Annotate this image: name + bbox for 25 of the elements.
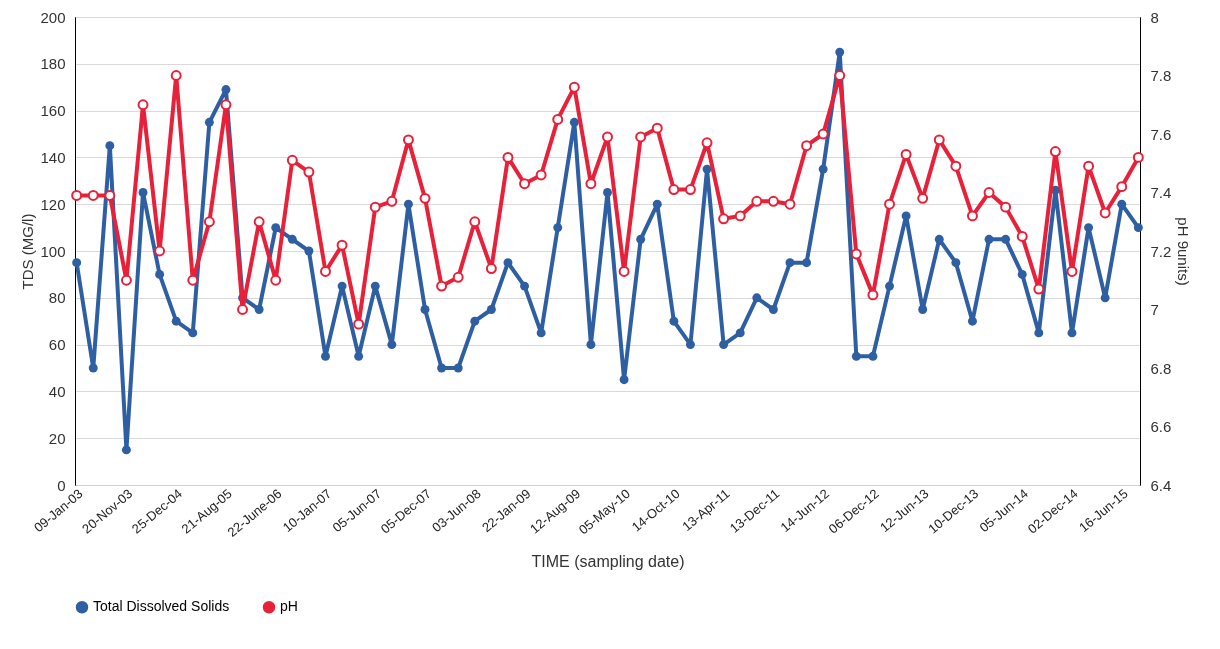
y2-tick-label: 6.6 — [1150, 418, 1172, 435]
y-tick-label: 200 — [40, 8, 66, 26]
y2-tick-label: 7.6 — [1150, 125, 1172, 143]
y-tick-label: 60 — [48, 336, 66, 354]
y-tick-label: 140 — [40, 148, 66, 166]
y2-tick-label: 8 — [1150, 8, 1159, 26]
y2-tick-label: 6.8 — [1150, 359, 1172, 377]
y-axis-title: TDS (MG/l) — [19, 213, 37, 290]
y2-tick-label: 7.8 — [1150, 67, 1172, 84]
legend-label: Total Dissolved Solids — [93, 598, 230, 615]
y-tick-label: 40 — [48, 382, 66, 400]
y2-tick-label: 7.2 — [1150, 242, 1172, 260]
y-tick-label: 0 — [57, 476, 66, 494]
y-tick-label: 180 — [40, 55, 66, 73]
y2-tick-label: 7 — [1150, 301, 1159, 318]
y-tick-label: 80 — [48, 289, 66, 307]
y2-tick-label: 7.4 — [1150, 184, 1172, 201]
y-tick-label: 120 — [40, 195, 66, 213]
y2-tick-label: 6.4 — [1150, 476, 1172, 494]
y-tick-label: 100 — [40, 242, 66, 260]
y2-axis-title: pH 9units) — [1175, 217, 1193, 286]
x-axis-title: TIME (sampling date) — [531, 552, 685, 570]
y-tick-label: 20 — [48, 429, 66, 447]
legend-label: pH — [280, 598, 298, 615]
y-tick-label: 160 — [40, 102, 66, 120]
